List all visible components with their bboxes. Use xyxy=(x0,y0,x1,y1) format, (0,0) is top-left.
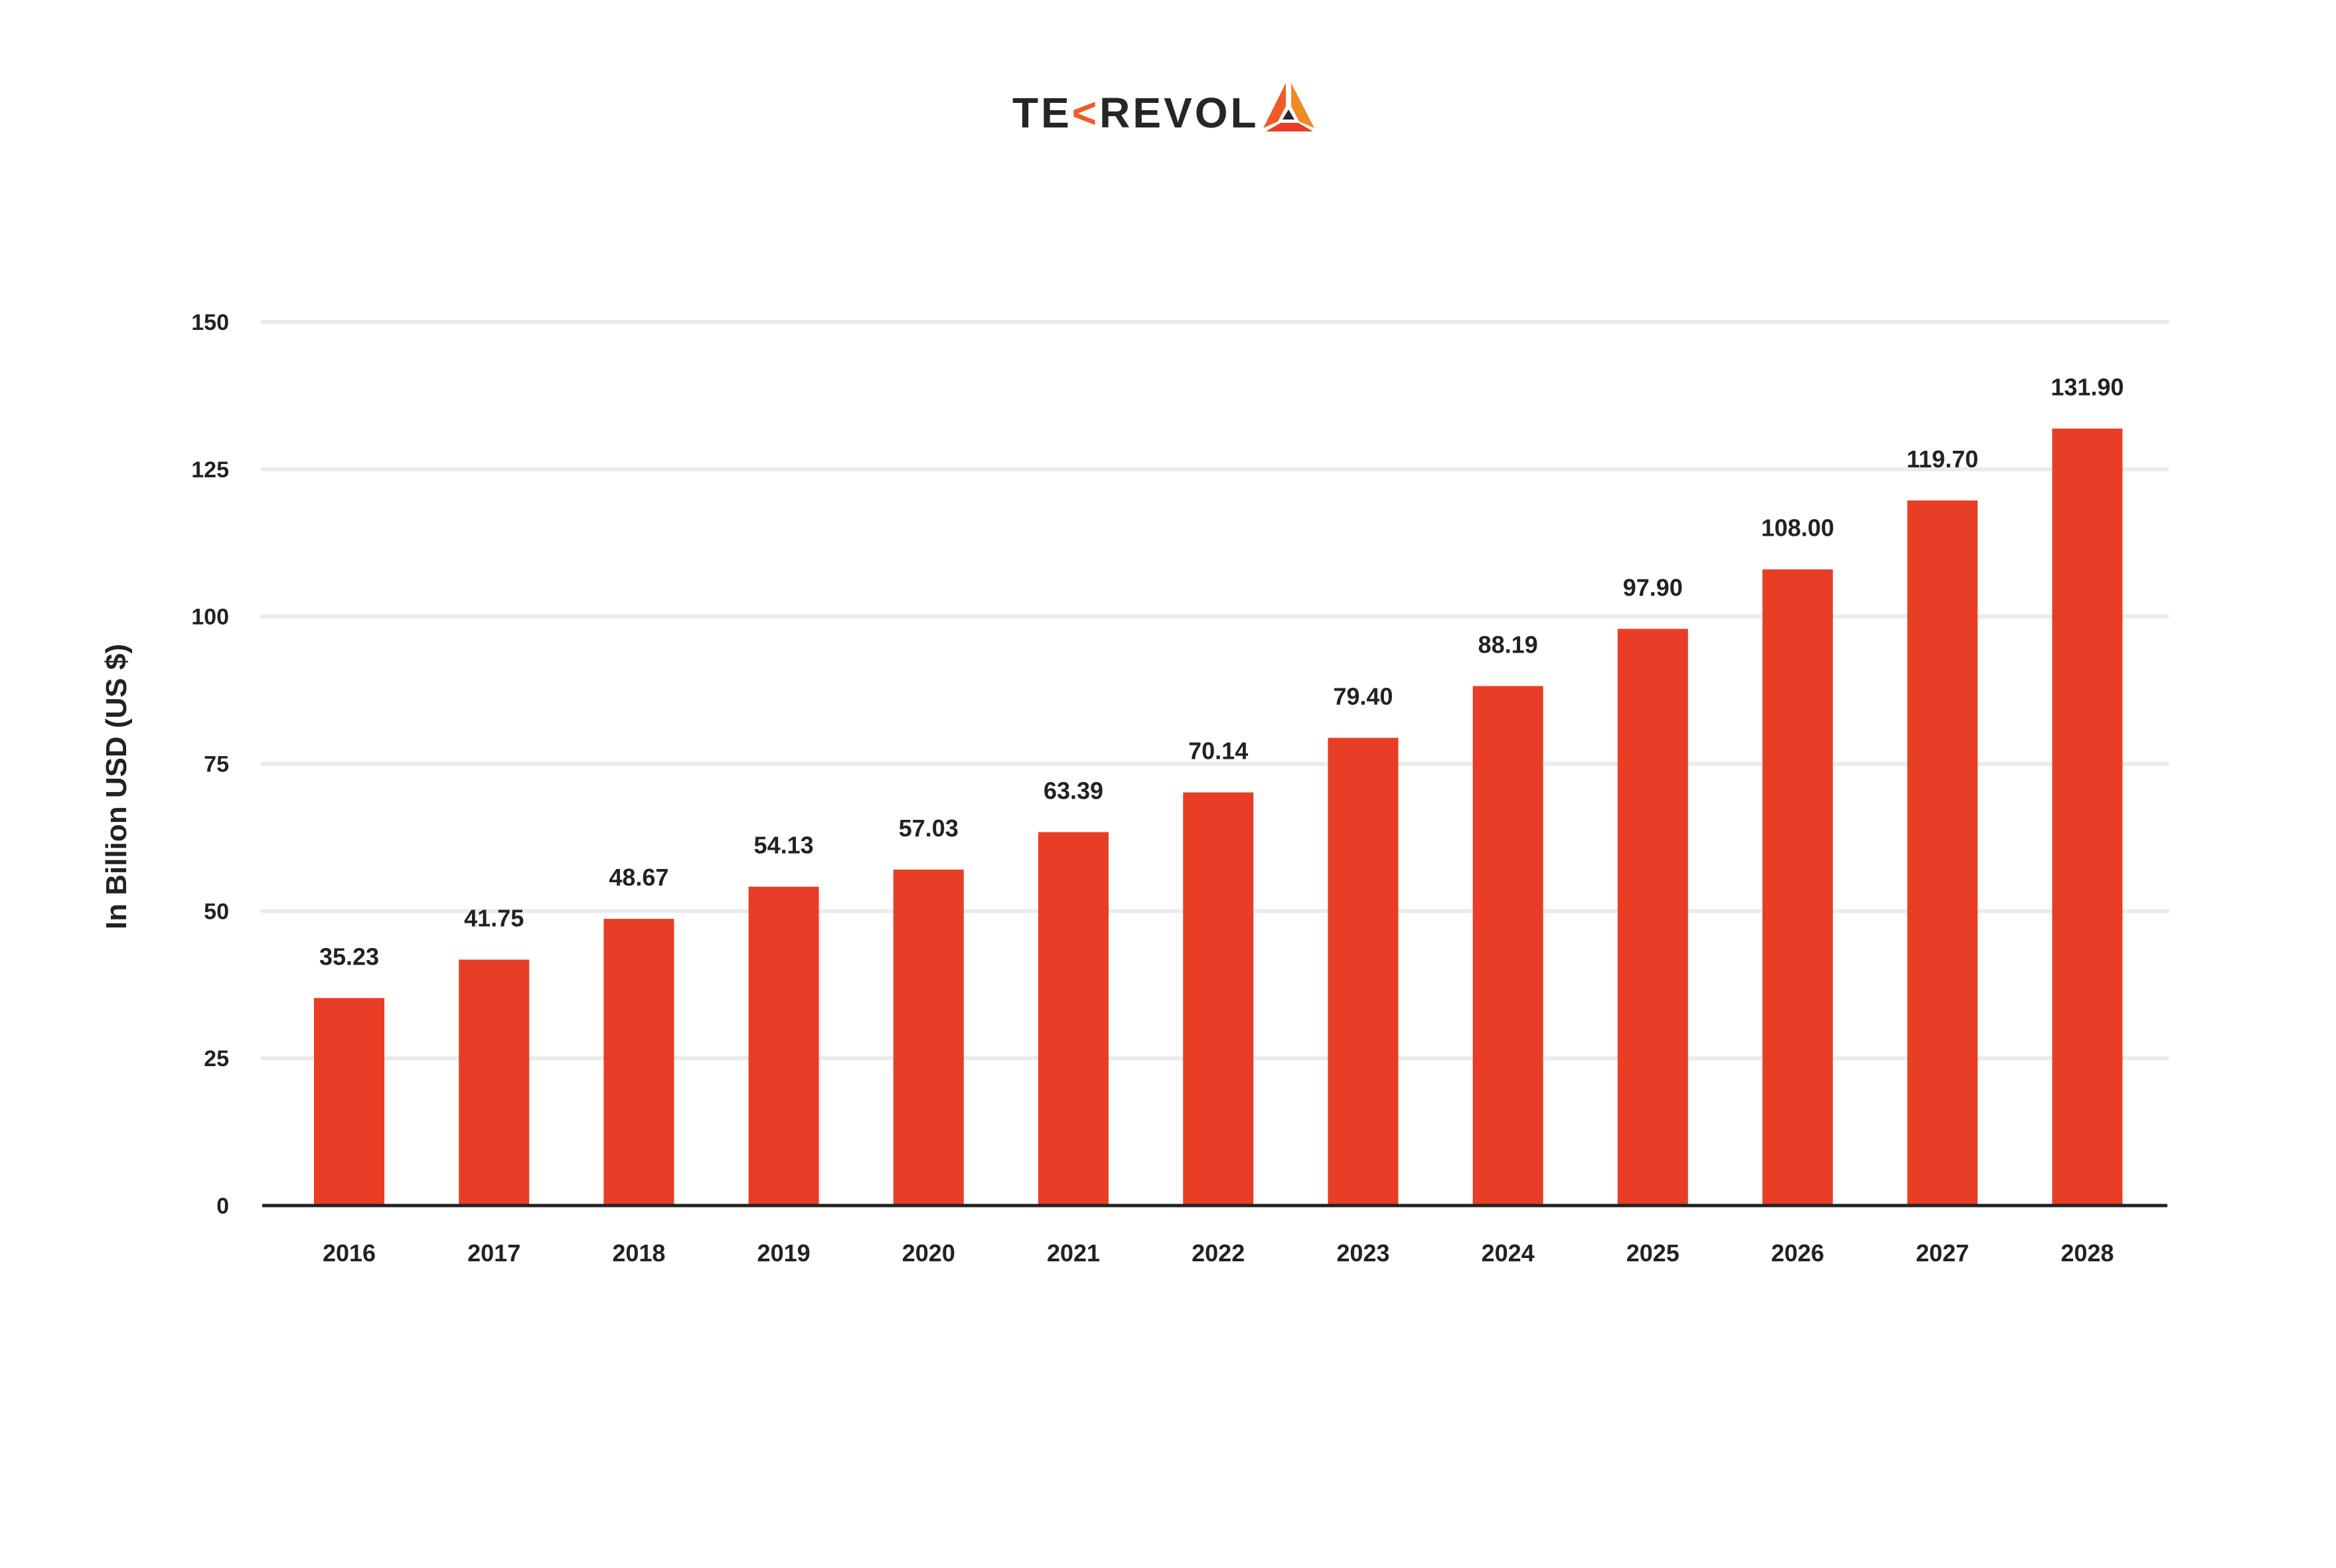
x-tick-label: 2016 xyxy=(323,1239,376,1267)
logo-text: TE<REVOL xyxy=(1012,89,1259,137)
x-tick-label: 2022 xyxy=(1192,1239,1245,1267)
y-tick-label: 125 xyxy=(191,457,229,483)
x-tick-label: 2025 xyxy=(1626,1239,1679,1267)
value-label: 48.67 xyxy=(609,864,668,891)
bar-2026 xyxy=(1762,569,1833,1206)
logo-triangle-bottom xyxy=(1266,123,1313,131)
bar-2027 xyxy=(1907,500,1978,1206)
logo-triangle-left xyxy=(1263,83,1286,128)
bar-2018 xyxy=(603,919,674,1206)
bar-2017 xyxy=(459,959,530,1206)
bar-2021 xyxy=(1038,832,1109,1206)
value-label: 57.03 xyxy=(899,815,959,842)
x-tick-label: 2026 xyxy=(1771,1239,1824,1267)
bar-2024 xyxy=(1472,686,1543,1206)
logo: TE<REVOL xyxy=(1012,83,1314,137)
x-tick-label: 2017 xyxy=(467,1239,520,1267)
value-label: 131.90 xyxy=(2051,374,2124,401)
y-tick-label: 50 xyxy=(204,899,229,924)
bar-2020 xyxy=(893,869,964,1206)
value-label: 35.23 xyxy=(319,943,379,970)
bar-2022 xyxy=(1183,792,1254,1206)
x-tick-label: 2027 xyxy=(1916,1239,1969,1267)
y-tick-label: 0 xyxy=(216,1194,229,1219)
logo-triangle-center xyxy=(1283,110,1294,119)
bar-2028 xyxy=(2052,428,2123,1206)
bar-2023 xyxy=(1328,738,1399,1206)
y-tick-label: 150 xyxy=(191,310,229,335)
logo-triangle-right xyxy=(1291,83,1314,128)
y-tick-label: 25 xyxy=(204,1046,229,1071)
value-label: 79.40 xyxy=(1333,682,1393,710)
value-label: 119.70 xyxy=(1907,445,1978,473)
bar-2016 xyxy=(314,998,384,1206)
y-axis-label: In Billion USD (US $) xyxy=(100,644,133,929)
value-label: 63.39 xyxy=(1044,777,1103,805)
value-label: 41.75 xyxy=(464,905,524,932)
value-label: 70.14 xyxy=(1188,738,1248,765)
x-tick-label: 2028 xyxy=(2061,1239,2114,1267)
y-tick-label: 75 xyxy=(204,752,229,777)
x-tick-label: 2023 xyxy=(1336,1239,1389,1267)
value-label: 108.00 xyxy=(1761,514,1834,542)
x-tick-label: 2021 xyxy=(1047,1239,1100,1267)
x-tick-label: 2019 xyxy=(757,1239,811,1267)
value-label: 97.90 xyxy=(1623,574,1683,601)
x-tick-label: 2020 xyxy=(902,1239,955,1267)
x-tick-label: 2018 xyxy=(612,1239,665,1267)
bar-2019 xyxy=(748,886,819,1206)
y-tick-label: 100 xyxy=(191,605,229,630)
x-tick-label: 2024 xyxy=(1482,1239,1535,1267)
value-label: 54.13 xyxy=(754,832,814,859)
bar-2025 xyxy=(1617,629,1688,1206)
value-label: 88.19 xyxy=(1478,631,1538,658)
